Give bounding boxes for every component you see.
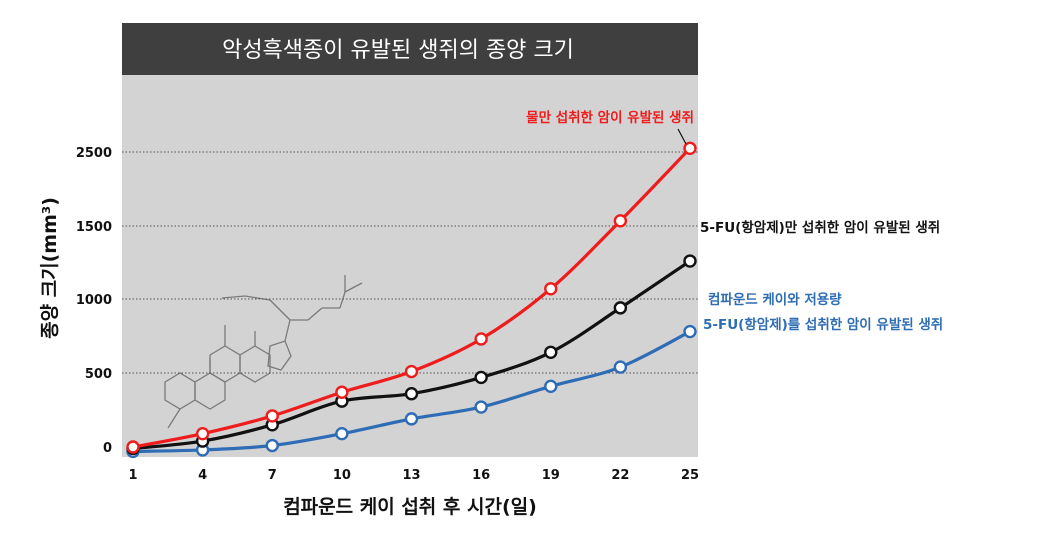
series-label-compoundk-line1: 컴파운드 케이와 저용량 xyxy=(708,291,842,308)
series-5fu-point xyxy=(474,370,488,385)
x-tick-label: 19 xyxy=(542,468,560,483)
series-compoundk-point xyxy=(474,400,488,414)
y-tick-label: 1500 xyxy=(76,220,112,235)
series-5fu-point xyxy=(613,301,628,315)
series-group xyxy=(126,141,697,459)
series-5fu-point xyxy=(683,254,697,268)
x-tick-label: 10 xyxy=(333,468,351,483)
title-banner xyxy=(122,23,698,75)
y-tick-label: 500 xyxy=(85,367,112,382)
x-tick-label: 1 xyxy=(128,468,137,483)
x-tick-label: 25 xyxy=(681,468,699,483)
series-label-water: 물만 섭취한 암이 유발된 생쥐 xyxy=(526,109,694,126)
x-tick-label: 4 xyxy=(198,468,207,483)
series-water xyxy=(126,141,697,454)
chart-title: 악성흑색종이 유발된 생쥐의 종양 크기 xyxy=(222,38,574,63)
series-water-line xyxy=(132,147,692,449)
y-tick-labels: 0 500 1000 1500 2500 xyxy=(76,146,112,456)
series-5fu-point xyxy=(544,345,558,359)
y-tick-label: 1000 xyxy=(76,293,112,308)
series-label-water-leader xyxy=(677,128,687,145)
series-compoundk-point xyxy=(683,324,697,339)
series-water-point xyxy=(474,332,488,346)
series-label-compoundk-line2: 5-FU(항암제)를 섭취한 암이 유발된 생쥐 xyxy=(703,316,943,333)
x-tick-labels: 1 4 7 10 13 16 19 22 25 xyxy=(128,468,699,483)
series-water-point xyxy=(126,440,140,454)
y-gridlines xyxy=(122,151,698,374)
series-water-point xyxy=(335,385,349,399)
series-water-point xyxy=(404,364,419,379)
series-water-point xyxy=(265,409,279,423)
y-tick-label: 0 xyxy=(103,441,112,456)
y-tick-label: 2500 xyxy=(76,146,112,161)
x-axis-title: 컴파운드 케이 섭취 후 시간(일) xyxy=(283,496,537,518)
x-tick-label: 13 xyxy=(402,468,420,483)
series-water-point xyxy=(544,282,558,296)
series-water-point xyxy=(613,214,628,228)
series-compoundk-point xyxy=(613,360,628,374)
x-tick-label: 16 xyxy=(472,468,490,483)
molecule-structure-icon xyxy=(164,275,363,429)
y-axis-title: 종양 크기(mm³) xyxy=(39,197,61,339)
series-5fu-point xyxy=(404,387,419,401)
x-tick-label: 22 xyxy=(611,468,629,483)
series-compoundk-point xyxy=(404,412,419,426)
series-water-point xyxy=(195,426,210,441)
series-water-point xyxy=(683,141,697,156)
series-compoundk-point xyxy=(335,426,349,441)
series-label-5fu: 5-FU(항암제)만 섭취한 암이 유발된 생쥐 xyxy=(700,219,940,236)
series-compoundk-point xyxy=(265,438,279,453)
x-tick-label: 7 xyxy=(268,468,277,483)
series-compoundk-point xyxy=(544,379,558,394)
